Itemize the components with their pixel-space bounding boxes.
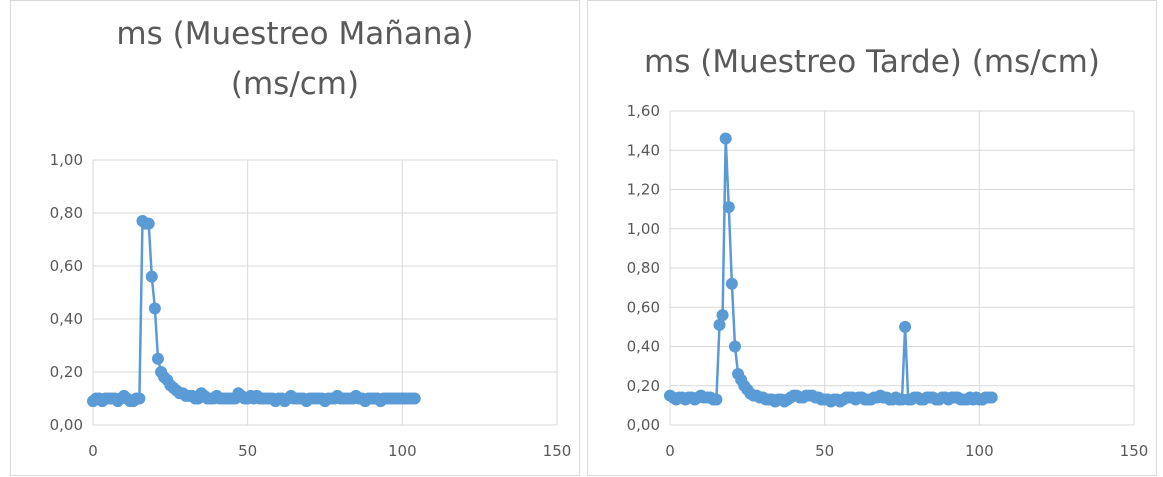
- y-tick-label: 0,80: [627, 259, 660, 277]
- y-tick-label: 0,40: [627, 338, 660, 356]
- y-tick-label: 0,00: [50, 416, 83, 434]
- data-point: [151, 352, 164, 365]
- data-point: [713, 318, 726, 331]
- data-point: [725, 277, 738, 290]
- data-point: [148, 302, 161, 315]
- data-point: [408, 392, 421, 405]
- chart-plot-morning: 0,00 0,20 0,40 0,60 0,80 1,00 0 50 100 150: [50, 151, 572, 460]
- chart-title: ms (Muestreo Mañana) (ms/cm): [116, 16, 474, 102]
- series-line: [92, 219, 415, 403]
- chart-plot-afternoon: 0,00 0,20 0,40 0,60 0,80 1,00 1,20 1,40 1,60 0 50 1…: [627, 102, 1149, 460]
- data-point: [145, 270, 158, 283]
- y-tick-label: 1,40: [627, 141, 660, 159]
- y-tick-label: 0,20: [50, 363, 83, 381]
- data-point: [985, 391, 998, 404]
- chart-title: ms (Muestreo Tarde) (ms/cm): [644, 44, 1100, 80]
- x-tick-label: 0: [665, 442, 675, 460]
- data-point: [710, 393, 723, 406]
- x-tick-label: 150: [543, 442, 572, 460]
- chart-panel-morning: ms (Muestreo Mañana) (ms/cm) 0,00 0,20 0,4…: [10, 0, 580, 476]
- y-tick-label: 0,40: [50, 310, 83, 328]
- series-line: [669, 137, 992, 403]
- y-tick-label: 0,60: [627, 298, 660, 316]
- y-tick-label: 0,60: [50, 257, 83, 275]
- y-tick-label: 1,00: [627, 220, 660, 238]
- y-tick-label: 0,20: [627, 377, 660, 395]
- data-point: [716, 309, 729, 322]
- data-point: [899, 320, 912, 333]
- y-tick-label: 0,00: [627, 416, 660, 434]
- x-tick-label: 50: [238, 442, 257, 460]
- chart-panel-afternoon: ms (Muestreo Tarde) (ms/cm) 0,00 0,20 0,40…: [587, 0, 1157, 476]
- x-tick-label: 100: [388, 442, 417, 460]
- x-tick-label: 0: [88, 442, 98, 460]
- y-tick-label: 1,60: [627, 102, 660, 120]
- data-point: [133, 392, 146, 405]
- x-tick-label: 150: [1120, 442, 1149, 460]
- data-point: [722, 201, 735, 214]
- y-tick-label: 1,00: [50, 151, 83, 169]
- data-point: [719, 132, 732, 145]
- x-tick-label: 100: [965, 442, 994, 460]
- y-tick-label: 1,20: [627, 181, 660, 199]
- x-tick-label: 50: [815, 442, 834, 460]
- y-tick-label: 0,80: [50, 204, 83, 222]
- data-point: [142, 217, 155, 230]
- data-point: [728, 340, 741, 353]
